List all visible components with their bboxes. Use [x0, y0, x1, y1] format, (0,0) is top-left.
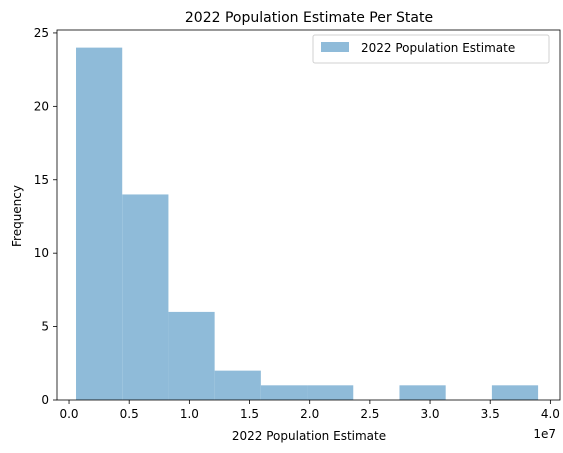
x-tick-label-2: 1.0	[180, 407, 199, 421]
histogram-bar-5	[307, 385, 354, 400]
legend-label: 2022 Population Estimate	[361, 41, 515, 55]
histogram-bar-0	[76, 47, 123, 400]
histogram-bar-7	[399, 385, 446, 400]
histogram-bar-4	[260, 385, 308, 400]
y-tick-label-0: 0	[41, 393, 49, 407]
legend-box	[312, 34, 550, 64]
x-tick-label-3: 1.5	[240, 407, 259, 421]
plot-frame	[56, 29, 561, 401]
x-tick-label-1: 0.5	[120, 407, 139, 421]
y-tick-label-3: 15	[34, 173, 49, 187]
y-tick-label-2: 10	[34, 246, 49, 260]
x-tick-label-5: 2.5	[360, 407, 379, 421]
x-axis-offset-label: 1e7	[533, 427, 556, 441]
x-axis-label: 2022 Population Estimate	[232, 429, 386, 443]
legend-swatch	[321, 42, 349, 52]
x-tick-label-6: 3.0	[420, 407, 439, 421]
legend: 2022 Population Estimate	[312, 34, 550, 64]
y-tick-label-5: 25	[34, 26, 49, 40]
histogram-bar-3	[214, 370, 261, 400]
chart-title: 2022 Population Estimate Per State	[185, 10, 433, 26]
x-tick-label-0: 0.0	[59, 407, 78, 421]
plot-area: 0.0 0.5 1.0 1.5 2.0 2.5 3.0 3.5 4.0 0 5 10 15 20 25	[34, 26, 561, 421]
histogram-bar-9	[491, 385, 539, 400]
x-tick-label-4: 2.0	[300, 407, 319, 421]
x-tick-label-7: 3.5	[481, 407, 500, 421]
y-axis-label: Frequency	[10, 185, 24, 247]
y-tick-label-1: 5	[41, 320, 49, 334]
histogram-bar-1	[122, 194, 169, 400]
x-tick-label-8: 4.0	[541, 407, 560, 421]
histogram-bar-2	[168, 311, 215, 400]
y-tick-label-4: 20	[34, 99, 49, 113]
